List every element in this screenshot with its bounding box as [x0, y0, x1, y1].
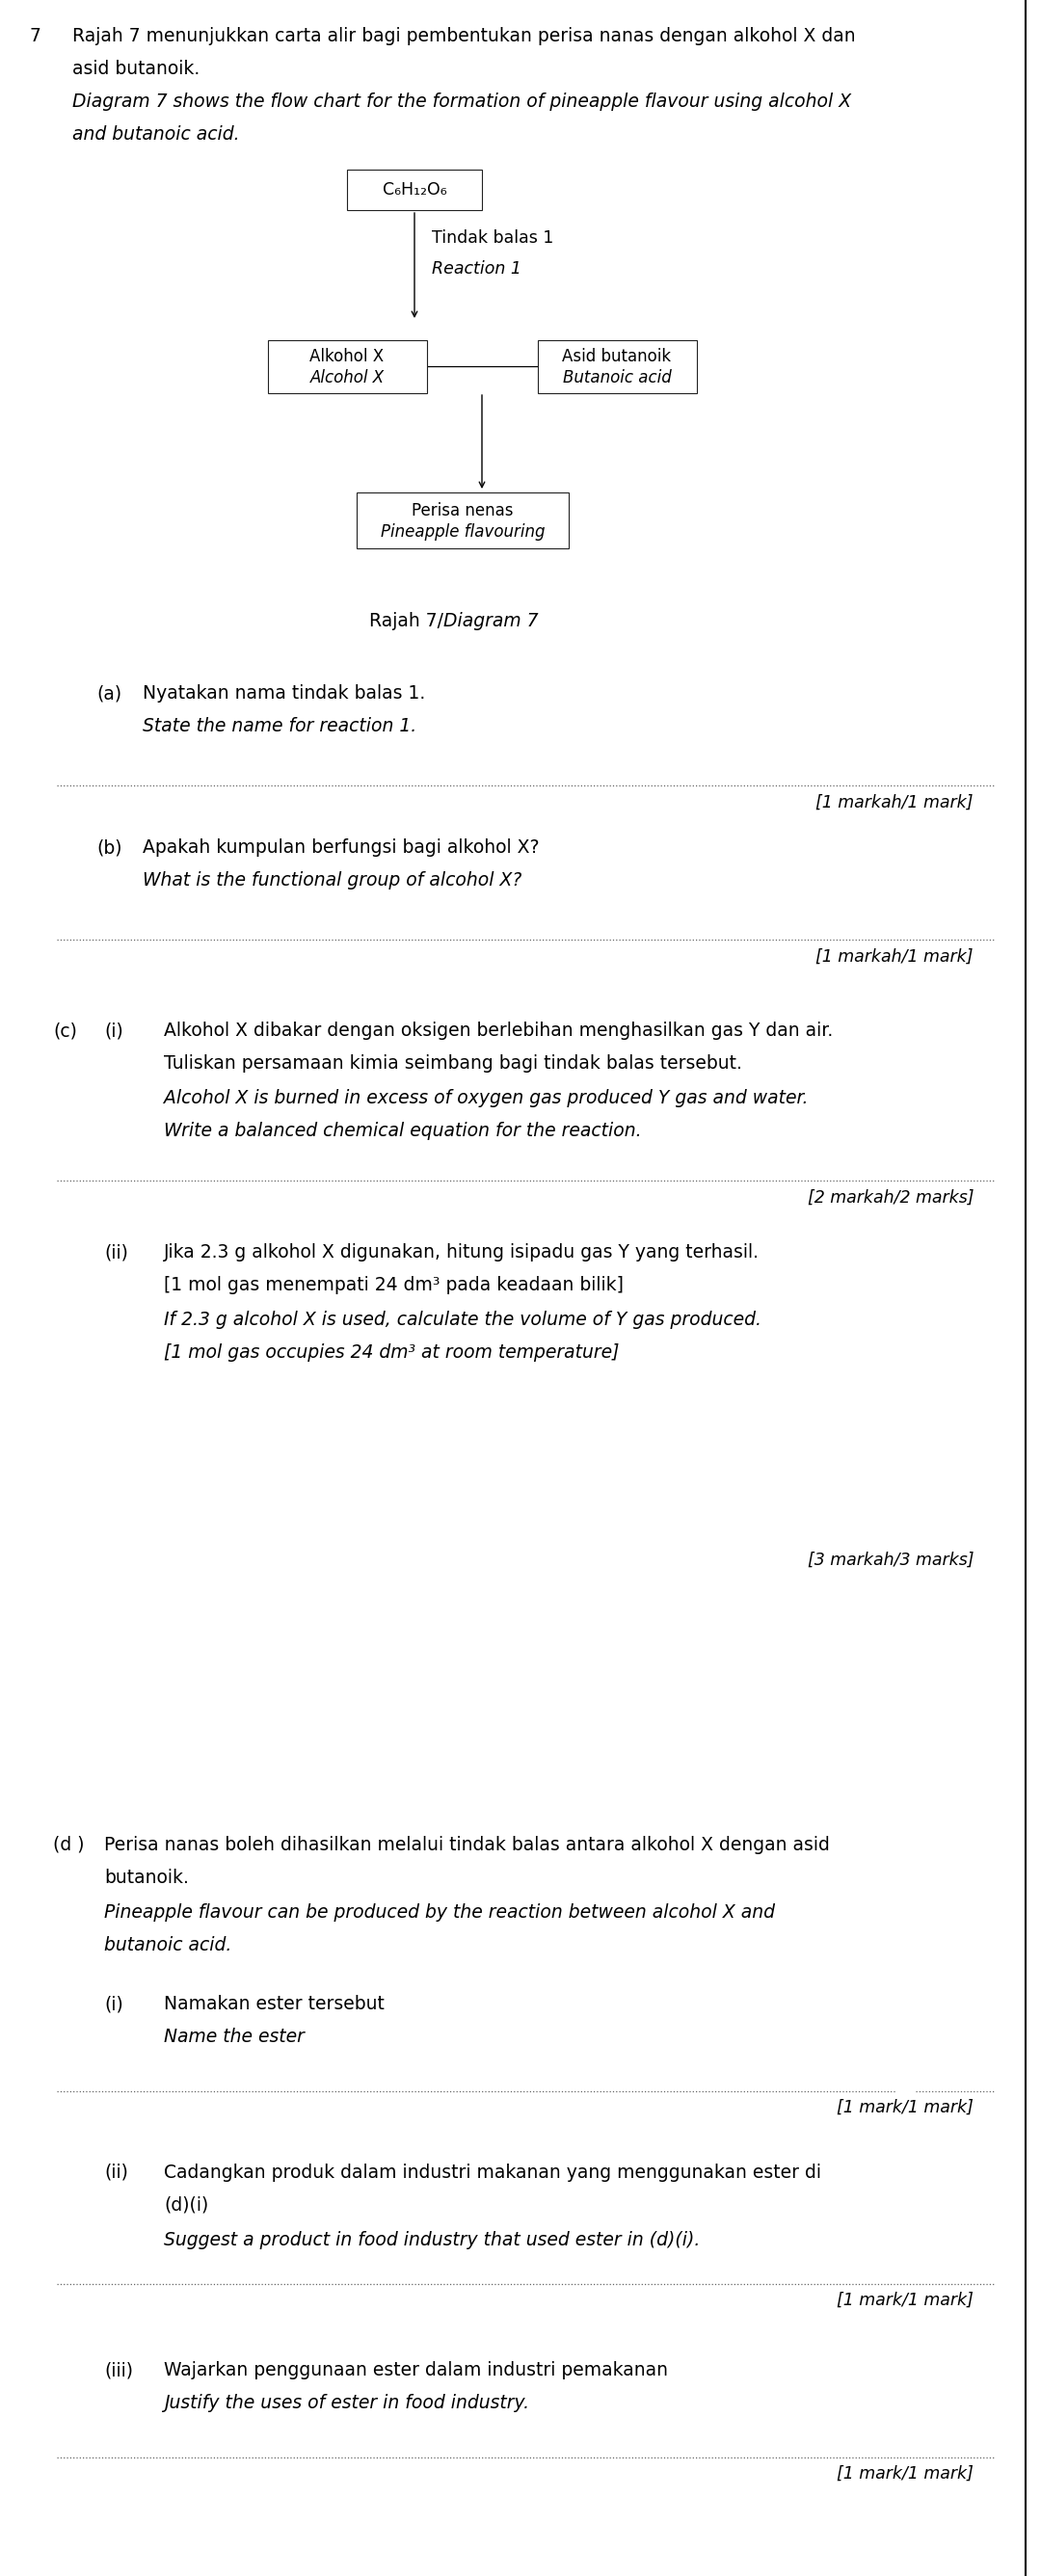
- Text: [1 markah/1 mark]: [1 markah/1 mark]: [816, 793, 973, 811]
- Text: Suggest a product in food industry that used ester in (d)(i).: Suggest a product in food industry that …: [163, 2231, 701, 2249]
- Text: Alcohol X is burned in excess of oxygen gas produced Y gas and water.: Alcohol X is burned in excess of oxygen …: [163, 1090, 808, 1108]
- Text: [1 markah/1 mark]: [1 markah/1 mark]: [816, 948, 973, 966]
- Text: [1 mark/1 mark]: [1 mark/1 mark]: [837, 2293, 973, 2308]
- Text: Perisa nanas boleh dihasilkan melalui tindak balas antara alkohol X dengan asid: Perisa nanas boleh dihasilkan melalui ti…: [104, 1837, 830, 1855]
- FancyBboxPatch shape: [357, 492, 568, 549]
- FancyBboxPatch shape: [537, 340, 696, 392]
- Text: Rajah 7/: Rajah 7/: [370, 613, 443, 631]
- Text: Name the ester: Name the ester: [163, 2027, 304, 2045]
- Text: Write a balanced chemical equation for the reaction.: Write a balanced chemical equation for t…: [163, 1121, 641, 1141]
- Text: Butanoic acid: Butanoic acid: [562, 368, 671, 386]
- Text: Apakah kumpulan berfungsi bagi alkohol X?: Apakah kumpulan berfungsi bagi alkohol X…: [143, 837, 539, 858]
- FancyBboxPatch shape: [268, 340, 427, 392]
- Text: Namakan ester tersebut: Namakan ester tersebut: [163, 1994, 384, 2014]
- Text: [2 markah/2 marks]: [2 markah/2 marks]: [807, 1190, 973, 1206]
- Text: Rajah 7 menunjukkan carta alir bagi pembentukan perisa nanas dengan alkohol X da: Rajah 7 menunjukkan carta alir bagi pemb…: [72, 26, 856, 46]
- Text: [1 mark/1 mark]: [1 mark/1 mark]: [837, 2099, 973, 2117]
- Text: (iii): (iii): [104, 2362, 133, 2380]
- Text: Alkohol X dibakar dengan oksigen berlebihan menghasilkan gas Y dan air.: Alkohol X dibakar dengan oksigen berlebi…: [163, 1023, 833, 1041]
- Text: (c): (c): [53, 1023, 77, 1041]
- Text: Justify the uses of ester in food industry.: Justify the uses of ester in food indust…: [163, 2393, 529, 2411]
- Text: Jika 2.3 g alkohol X digunakan, hitung isipadu gas Y yang terhasil.: Jika 2.3 g alkohol X digunakan, hitung i…: [163, 1244, 760, 1262]
- Text: (i): (i): [104, 1994, 123, 2014]
- Text: Alcohol X: Alcohol X: [310, 368, 384, 386]
- Text: and butanoic acid.: and butanoic acid.: [72, 126, 239, 144]
- Text: [1 mol gas menempati 24 dm³ pada keadaan bilik]: [1 mol gas menempati 24 dm³ pada keadaan…: [163, 1275, 624, 1293]
- Text: [3 markah/3 marks]: [3 markah/3 marks]: [807, 1551, 973, 1569]
- Text: (i): (i): [104, 1023, 123, 1041]
- Text: butanoik.: butanoik.: [104, 1868, 188, 1888]
- Text: Wajarkan penggunaan ester dalam industri pemakanan: Wajarkan penggunaan ester dalam industri…: [163, 2362, 668, 2380]
- Text: Pineapple flavouring: Pineapple flavouring: [381, 523, 544, 541]
- Text: (b): (b): [97, 837, 122, 858]
- Text: asid butanoik.: asid butanoik.: [72, 59, 200, 77]
- Text: 7: 7: [29, 26, 41, 46]
- Text: (d)(i): (d)(i): [163, 2197, 208, 2215]
- Text: [1 mark/1 mark]: [1 mark/1 mark]: [837, 2465, 973, 2483]
- Text: C₆H₁₂O₆: C₆H₁₂O₆: [382, 180, 447, 198]
- Text: (a): (a): [97, 685, 122, 703]
- Text: Tuliskan persamaan kimia seimbang bagi tindak balas tersebut.: Tuliskan persamaan kimia seimbang bagi t…: [163, 1054, 742, 1072]
- Text: butanoic acid.: butanoic acid.: [104, 1937, 232, 1955]
- Text: If 2.3 g alcohol X is used, calculate the volume of Y gas produced.: If 2.3 g alcohol X is used, calculate th…: [163, 1311, 761, 1329]
- Text: Alkohol X: Alkohol X: [310, 348, 384, 366]
- Text: State the name for reaction 1.: State the name for reaction 1.: [143, 716, 416, 734]
- Text: Diagram 7 shows the flow chart for the formation of pineapple flavour using alco: Diagram 7 shows the flow chart for the f…: [72, 93, 852, 111]
- Text: (ii): (ii): [104, 1244, 128, 1262]
- Text: Pineapple flavour can be produced by the reaction between alcohol X and: Pineapple flavour can be produced by the…: [104, 1904, 775, 1922]
- Text: [1 mol gas occupies 24 dm³ at room temperature]: [1 mol gas occupies 24 dm³ at room tempe…: [163, 1345, 619, 1363]
- Text: Perisa nenas: Perisa nenas: [412, 502, 513, 520]
- Text: (ii): (ii): [104, 2164, 128, 2182]
- Text: (d ): (d ): [53, 1837, 84, 1855]
- Text: Tindak balas 1: Tindak balas 1: [432, 229, 554, 247]
- Text: Asid butanoik: Asid butanoik: [562, 348, 671, 366]
- Text: What is the functional group of alcohol X?: What is the functional group of alcohol …: [143, 871, 522, 889]
- Text: Diagram 7: Diagram 7: [443, 613, 538, 631]
- Text: Cadangkan produk dalam industri makanan yang menggunakan ester di: Cadangkan produk dalam industri makanan …: [163, 2164, 821, 2182]
- Text: Nyatakan nama tindak balas 1.: Nyatakan nama tindak balas 1.: [143, 685, 426, 703]
- FancyBboxPatch shape: [347, 170, 482, 211]
- Text: Reaction 1: Reaction 1: [432, 260, 522, 278]
